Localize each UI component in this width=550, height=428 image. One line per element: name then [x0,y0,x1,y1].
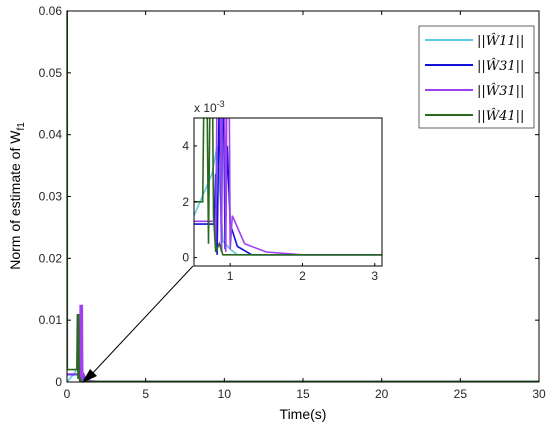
y-tick-label: 0.01 [39,313,63,327]
x-tick-label: 20 [375,387,389,401]
y-axis-label-main: Norm of estimate of W [7,130,23,270]
legend-label: ||Ŵ41|| [477,108,524,124]
inset-y-tick-label: 2 [182,195,189,209]
y-axis-label: Norm of estimate of Wf1 [7,122,27,270]
y-tick-label: 0.03 [39,190,63,204]
x-tick-label: 30 [532,387,546,401]
x-axis-label: Time(s) [280,406,327,422]
inset-y-tick-group: 0 2 4 [182,139,197,265]
x-tick-group: 0 5 10 15 20 25 30 [64,11,546,401]
inset-series-line-3 [194,118,382,256]
x-tick-label: 25 [454,387,468,401]
inset-x-tick-label: 1 [227,269,234,283]
zoom-arrow-head [82,369,97,383]
legend-label: ||Ŵ31|| [477,58,524,74]
x-tick-label: 0 [64,387,71,401]
x-tick-label: 5 [142,387,149,401]
inset-x-tick-group: 1 2 3 [227,263,378,283]
x-tick-label: 10 [218,387,232,401]
inset-scale-base: x 10 [194,101,217,115]
inset-frame [193,117,383,267]
y-tick-label: 0 [55,375,62,389]
inset-series-line-2 [194,118,382,256]
legend: ||Ŵ11|| ||Ŵ31|| ||Ŵ31|| ||Ŵ41|| [418,25,535,129]
inset-y-tick-label: 4 [182,139,189,153]
inset-series-group [194,118,382,256]
y-tick-label: 0.05 [39,66,63,80]
inset-scale-exponent: -3 [217,99,225,109]
y-tick-label: 0.04 [39,128,63,142]
legend-box [418,25,535,129]
inset-y-tick-label: 0 [182,251,189,265]
y-tick-label: 0.02 [39,251,63,265]
legend-label: ||Ŵ31|| [477,83,524,99]
x-tick-label: 15 [296,387,310,401]
y-axis-label-subscript: f1 [16,122,27,131]
legend-label: ||Ŵ11|| [477,33,524,49]
inset-x-tick-label: 2 [299,269,306,283]
zoom-arrow-line [89,265,194,377]
y-tick-label: 0.06 [39,4,63,18]
inset-scale-label: x 10-3 [194,99,225,115]
inset-x-tick-label: 3 [371,269,378,283]
y-tick-group: 0 0.01 0.02 0.03 0.04 0.05 0.06 [39,4,539,389]
